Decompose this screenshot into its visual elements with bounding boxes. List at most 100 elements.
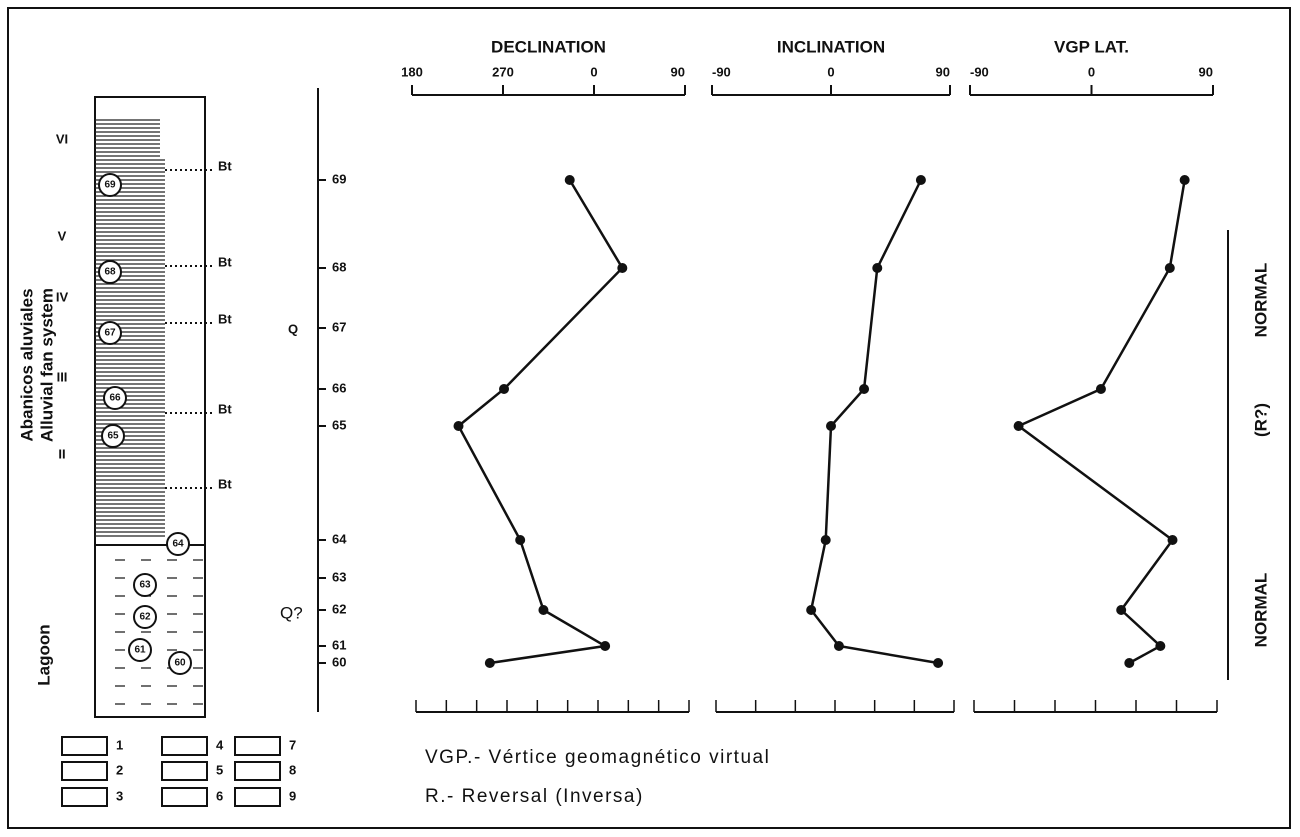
legend-label: 7 — [289, 737, 296, 752]
data-point — [1179, 175, 1190, 185]
data-point — [1124, 658, 1135, 668]
chart-title: VGP LAT. — [1054, 37, 1129, 56]
data-point — [617, 263, 628, 273]
sample-circle-label: 61 — [134, 645, 146, 656]
sample-circle-label: 62 — [139, 612, 151, 623]
polarity-label: NORMAL — [1251, 263, 1270, 338]
sample-circle — [98, 321, 122, 345]
note: R.- Reversal (Inversa) — [425, 786, 644, 807]
unit-label: II — [58, 446, 65, 461]
marker: Q? — [280, 603, 303, 622]
legend-box — [234, 736, 281, 756]
data-point — [806, 605, 817, 615]
unit-label: III — [57, 369, 68, 384]
legend-label: 6 — [216, 788, 223, 803]
legend-box — [234, 787, 281, 807]
lagoon-label: Lagoon — [34, 624, 53, 685]
data-point — [1167, 535, 1178, 545]
legend-box — [161, 761, 208, 781]
legend-box — [61, 736, 108, 756]
data-point — [564, 175, 575, 185]
bt-label: Bt — [218, 476, 232, 491]
sample-circle — [128, 638, 152, 662]
sample-label: 64 — [332, 531, 347, 546]
sample-label: 63 — [332, 569, 346, 584]
data-line — [809, 179, 939, 665]
data-point — [1116, 605, 1127, 615]
x-tick-label: 90 — [1199, 64, 1213, 79]
legend-label: 8 — [289, 762, 296, 777]
data-point — [1095, 384, 1106, 394]
sample-circle — [133, 573, 157, 597]
data-point — [484, 658, 495, 668]
x-tick-label: 90 — [671, 64, 685, 79]
legend-label: 5 — [216, 762, 223, 777]
sample-circle-label: 63 — [139, 580, 151, 591]
data-point — [826, 421, 836, 431]
sample-circle — [166, 532, 190, 556]
unit-label: VI — [56, 131, 68, 146]
sample-label: 60 — [332, 654, 346, 669]
bt-label: Bt — [218, 158, 232, 173]
data-point — [1155, 641, 1166, 651]
column-title: Abanicos aluviales — [17, 288, 36, 441]
sample-circle-label: 60 — [174, 658, 186, 669]
legend-box — [234, 761, 281, 781]
sample-label: 68 — [332, 259, 346, 274]
sample-label: 67 — [332, 319, 346, 334]
polarity-label: (R?) — [1251, 403, 1270, 437]
legend-box — [161, 736, 208, 756]
data-point — [833, 641, 844, 651]
frame — [7, 7, 1291, 829]
legend-label: 4 — [216, 737, 224, 752]
sample-circle — [98, 173, 122, 197]
column-title: Alluvial fan system — [37, 288, 56, 442]
legend-label: 1 — [116, 737, 123, 752]
x-tick-label: 270 — [492, 64, 514, 79]
sample-circle — [133, 605, 157, 629]
x-tick-label: -90 — [970, 64, 989, 79]
chart-title: INCLINATION — [777, 37, 885, 56]
data-point — [1013, 421, 1024, 431]
sample-circle — [103, 386, 127, 410]
data-point — [859, 384, 870, 394]
legend-box — [61, 761, 108, 781]
sample-label: 65 — [332, 417, 346, 432]
sample-circle-label: 67 — [104, 328, 116, 339]
legend-box — [61, 787, 108, 807]
data-point — [933, 658, 944, 668]
unit-label: IV — [56, 289, 69, 304]
legend-label: 3 — [116, 788, 123, 803]
sample-circle — [168, 651, 192, 675]
sample-circle-label: 68 — [104, 267, 116, 278]
sample-circle-label: 66 — [109, 393, 121, 404]
legend-box — [161, 787, 208, 807]
sample-label: 69 — [332, 171, 346, 186]
data-point — [915, 175, 926, 185]
marker: Q — [288, 321, 298, 336]
data-point — [453, 421, 464, 431]
legend-label: 2 — [116, 762, 123, 777]
sample-circle-label: 65 — [107, 431, 119, 442]
sample-circle-label: 69 — [104, 180, 116, 191]
data-point — [1164, 263, 1175, 273]
x-tick-label: 0 — [827, 64, 834, 79]
sample-label: 61 — [332, 637, 346, 652]
data-point — [538, 605, 549, 615]
x-tick-label: 180 — [401, 64, 423, 79]
data-point — [499, 384, 510, 394]
data-line — [1016, 179, 1186, 665]
bt-label: Bt — [218, 401, 232, 416]
bt-label: Bt — [218, 254, 232, 269]
sample-label: 66 — [332, 380, 346, 395]
x-tick-label: 0 — [590, 64, 597, 79]
bt-label: Bt — [218, 311, 232, 326]
data-point — [600, 641, 611, 651]
data-line — [456, 179, 624, 665]
lithologic-column — [94, 96, 206, 718]
x-tick-label: 0 — [1088, 64, 1095, 79]
unit-label: V — [58, 228, 67, 243]
x-tick-label: -90 — [712, 64, 731, 79]
sample-circle — [98, 260, 122, 284]
